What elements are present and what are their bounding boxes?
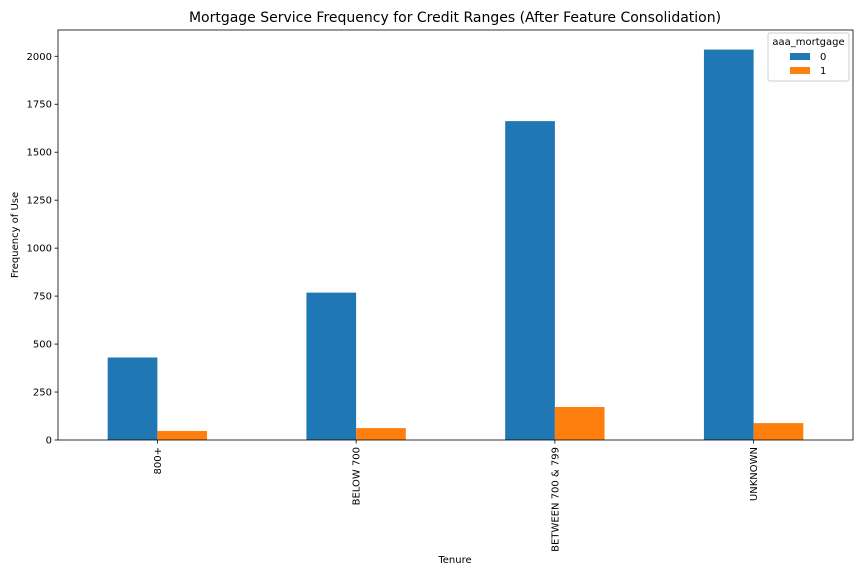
bar-series-0-3 <box>505 121 555 440</box>
y-tick-label: 1250 <box>27 196 52 207</box>
legend-label-1: 1 <box>820 66 826 77</box>
x-axis-label: Tenure <box>437 555 471 566</box>
y-axis-label: Frequency of Use <box>10 192 21 278</box>
y-tick-label: 250 <box>33 388 52 399</box>
bar-series-1-2 <box>356 428 406 440</box>
x-tick-label: BELOW 700 <box>352 447 363 505</box>
plot-frame <box>57 29 854 441</box>
legend-swatch-1 <box>790 67 810 74</box>
bar-series-1-1 <box>157 430 208 440</box>
legend-swatch-0 <box>790 53 810 60</box>
x-tick-label: UNKNOWN <box>749 447 760 501</box>
x-tick-label: BETWEEN 700 & 799 <box>550 447 561 552</box>
y-tick-label: 750 <box>33 292 52 303</box>
chart-title: Mortgage Service Frequency for Credit Ra… <box>189 10 721 26</box>
bar-series-0-1 <box>107 357 158 440</box>
legend: aaa_mortgage 0 1 <box>767 32 850 82</box>
bar-series-1-3 <box>554 407 605 440</box>
legend-title: aaa_mortgage <box>772 37 844 48</box>
y-tick-label: 2000 <box>27 52 52 63</box>
y-tick-label: 1000 <box>27 244 52 255</box>
plot-area: 0 250 500 750 1000 1250 1500 1750 2000 800+ BELOW … <box>27 29 854 552</box>
y-tick-label: 500 <box>33 340 52 351</box>
y-tick-label: 0 <box>46 436 52 447</box>
bar-series-0-2 <box>306 292 357 440</box>
bar-series-1-4 <box>753 423 804 440</box>
x-tick-label: 800+ <box>153 447 164 474</box>
y-tick-label: 1500 <box>27 148 52 159</box>
y-tick-label: 1750 <box>27 100 52 111</box>
bar-series-0-4 <box>703 49 754 440</box>
legend-label-0: 0 <box>820 52 826 63</box>
